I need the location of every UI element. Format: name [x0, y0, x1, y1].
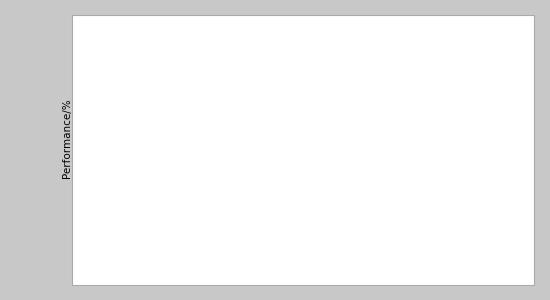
Bar [373, 45, 397, 246]
Bar [326, 46, 350, 246]
Bar [266, 59, 290, 246]
Bar [219, 59, 243, 246]
Bar [243, 84, 266, 246]
Bar [350, 76, 373, 246]
Bar [456, 67, 480, 246]
Bar [113, 70, 136, 246]
Y-axis label: Performance/%: Performance/% [62, 98, 72, 178]
Bar [433, 42, 456, 246]
Bar [136, 98, 160, 246]
Bar [480, 42, 503, 246]
Bar [160, 70, 183, 246]
